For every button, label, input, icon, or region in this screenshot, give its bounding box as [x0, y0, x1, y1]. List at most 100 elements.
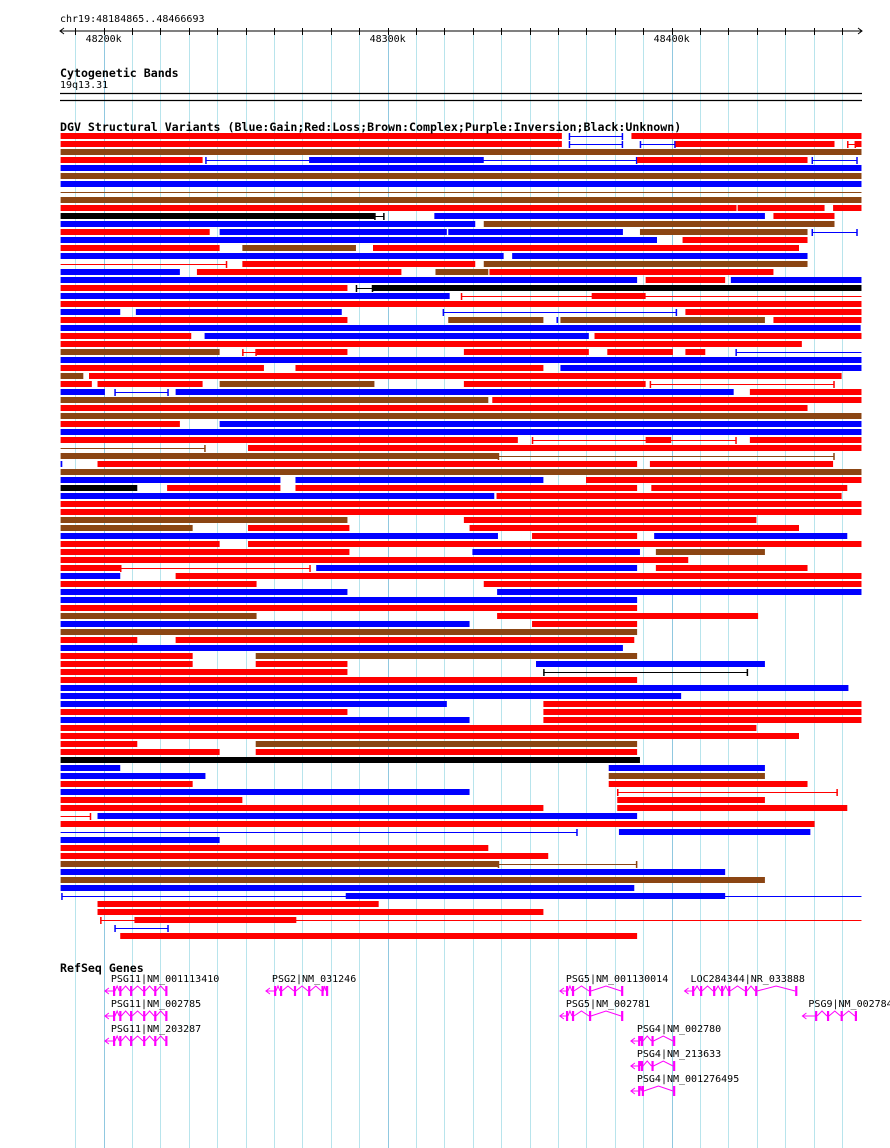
sv-unknown-bar[interactable] — [373, 285, 862, 291]
sv-loss-bar[interactable] — [649, 461, 834, 467]
gene-glyph[interactable] — [801, 1010, 857, 1021]
sv-gain-bar[interactable] — [556, 317, 559, 323]
sv-loss-bar[interactable] — [248, 445, 862, 451]
sv-gain-bar[interactable] — [536, 661, 765, 667]
sv-loss-bar[interactable] — [685, 309, 862, 315]
gene-glyph[interactable] — [265, 984, 329, 996]
sv-complex-bar[interactable] — [60, 413, 862, 419]
gene-label[interactable]: PSG9|NM_002784 — [808, 999, 890, 1010]
sv-gain-bar[interactable] — [60, 389, 105, 395]
sv-gain-bar[interactable] — [219, 421, 862, 427]
sv-complex-bar[interactable] — [560, 317, 765, 323]
sv-gain-bar[interactable] — [60, 309, 121, 315]
sv-complex-bar[interactable] — [639, 229, 808, 235]
sv-gain-bar[interactable] — [295, 477, 544, 483]
sv-loss-bar[interactable] — [773, 213, 835, 219]
sv-loss-bar[interactable] — [97, 901, 379, 907]
sv-loss-bar[interactable] — [60, 157, 203, 163]
sv-loss-bar[interactable] — [175, 637, 635, 643]
gene-glyph[interactable] — [630, 1035, 676, 1046]
sv-loss-bar[interactable] — [242, 261, 476, 267]
sv-loss-bar[interactable] — [469, 525, 799, 531]
gene-glyph[interactable] — [559, 984, 624, 996]
sv-loss-bar[interactable] — [463, 517, 757, 523]
sv-gain-bar[interactable] — [60, 293, 450, 299]
sv-loss-bar[interactable] — [255, 749, 638, 755]
sv-complex-bar[interactable] — [60, 373, 84, 379]
sv-loss-bar[interactable] — [60, 301, 862, 307]
sv-complex-bar[interactable] — [60, 469, 862, 475]
sv-loss-bar[interactable] — [637, 157, 808, 163]
sv-gain-bar[interactable] — [60, 789, 470, 795]
gene-glyph[interactable] — [104, 1034, 168, 1046]
sv-gain-bar[interactable] — [654, 533, 848, 539]
sv-gain-bar[interactable] — [60, 277, 638, 283]
sv-gain-bar[interactable] — [175, 389, 734, 395]
sv-complex-bar[interactable] — [242, 245, 356, 251]
cytoband-track-title[interactable]: Cytogenetic Bands — [60, 66, 179, 80]
sv-gain-bar[interactable] — [97, 813, 638, 819]
sv-gain-bar[interactable] — [618, 829, 811, 835]
sv-loss-bar[interactable] — [543, 709, 862, 715]
sv-loss-bar[interactable] — [60, 541, 220, 547]
sv-loss-bar[interactable] — [463, 349, 589, 355]
sv-loss-bar[interactable] — [773, 317, 862, 323]
sv-loss-bar[interactable] — [60, 821, 815, 827]
sv-unknown-bar[interactable] — [60, 757, 640, 763]
sv-loss-bar[interactable] — [737, 205, 825, 211]
sv-loss-bar[interactable] — [60, 581, 257, 587]
sv-loss-bar[interactable] — [248, 541, 862, 547]
sv-loss-bar[interactable] — [60, 669, 348, 675]
gene-label[interactable]: PSG4|NM_002780 — [636, 1024, 722, 1035]
sv-loss-bar[interactable] — [60, 605, 638, 611]
sv-gain-bar[interactable] — [60, 493, 495, 499]
sv-gain-bar[interactable] — [60, 589, 348, 595]
sv-complex-bar[interactable] — [255, 653, 638, 659]
sv-gain-bar[interactable] — [560, 365, 862, 371]
gene-glyph[interactable] — [630, 1060, 676, 1071]
sv-loss-bar[interactable] — [60, 845, 489, 851]
sv-loss-bar[interactable] — [295, 365, 544, 371]
sv-gain-bar[interactable] — [512, 253, 808, 259]
sv-loss-bar[interactable] — [60, 661, 193, 667]
sv-complex-bar[interactable] — [60, 149, 862, 155]
gene-glyph[interactable] — [683, 984, 798, 996]
sv-gain-bar[interactable] — [60, 597, 638, 603]
sv-unknown-bar[interactable] — [60, 485, 138, 491]
sv-loss-bar[interactable] — [685, 349, 706, 355]
sv-gain-bar[interactable] — [60, 573, 121, 579]
sv-gain-bar[interactable] — [60, 477, 281, 483]
sv-loss-bar[interactable] — [60, 421, 180, 427]
sv-loss-bar[interactable] — [60, 733, 800, 739]
sv-loss-bar[interactable] — [60, 853, 549, 859]
sv-loss-bar[interactable] — [655, 565, 808, 571]
sv-loss-bar[interactable] — [749, 389, 862, 395]
sv-loss-bar[interactable] — [175, 573, 862, 579]
sv-gain-bar[interactable] — [316, 565, 638, 571]
sv-gain-bar[interactable] — [60, 269, 180, 275]
dgv-track[interactable] — [60, 133, 862, 939]
sv-loss-bar[interactable] — [60, 317, 348, 323]
sv-complex-bar[interactable] — [60, 525, 193, 531]
sv-loss-bar[interactable] — [60, 245, 220, 251]
sv-loss-bar[interactable] — [497, 613, 759, 619]
gene-label[interactable]: PSG4|NM_001276495 — [636, 1074, 740, 1085]
gene-label[interactable]: LOC284344|NR_033888 — [690, 974, 805, 985]
sv-gain-bar[interactable] — [60, 837, 220, 843]
gene-label[interactable]: PSG11|NM_203287 — [110, 1024, 202, 1035]
sv-unknown-bar[interactable] — [60, 213, 375, 219]
sv-gain-bar[interactable] — [60, 325, 861, 331]
sv-loss-bar[interactable] — [60, 501, 862, 507]
sv-loss-bar[interactable] — [608, 781, 808, 787]
sv-loss-bar[interactable] — [60, 709, 348, 715]
gene-glyph[interactable] — [104, 984, 168, 996]
refseq-track[interactable] — [104, 984, 857, 1096]
sv-gain-bar[interactable] — [345, 893, 726, 899]
sv-complex-bar[interactable] — [60, 877, 765, 883]
sv-gain-bar[interactable] — [60, 773, 206, 779]
sv-loss-bar[interactable] — [60, 677, 638, 683]
sv-loss-bar[interactable] — [134, 917, 297, 923]
gene-glyph[interactable] — [104, 1009, 168, 1021]
sv-gain-bar[interactable] — [309, 157, 484, 163]
sv-loss-bar[interactable] — [89, 373, 842, 379]
